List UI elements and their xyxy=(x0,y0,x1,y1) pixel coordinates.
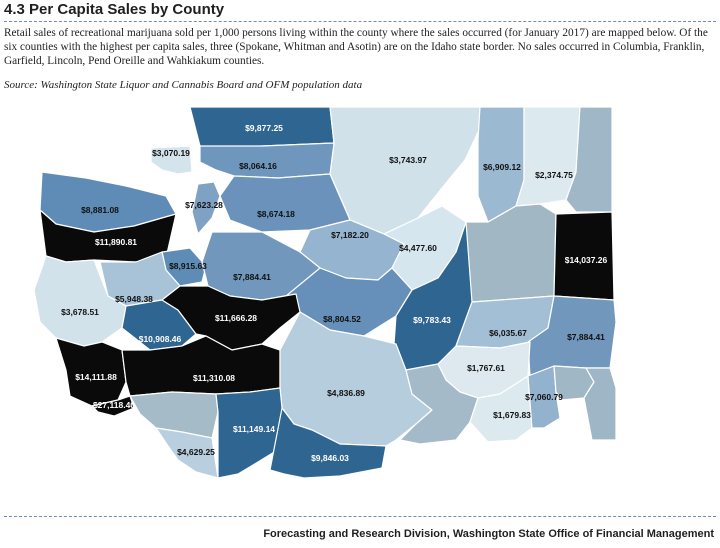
county-value-label-skamania: $11,149.14 xyxy=(233,424,275,434)
county-value-label-snohomish: $8,674.18 xyxy=(257,209,295,219)
county-value-label-columbia: $7,060.79 xyxy=(525,392,563,402)
county-lincoln xyxy=(459,203,557,303)
footer-credit: Forecasting and Research Division, Washi… xyxy=(263,528,714,540)
county-shapes xyxy=(33,106,617,479)
county-value-label-spokane: $14,037.26 xyxy=(565,255,608,265)
county-value-label-chelan: $7,182.20 xyxy=(331,230,369,240)
county-labels: $9,877.25 $3,070.19 $3,743.97 $6,909.12 $2,3… xyxy=(61,123,607,463)
county-value-label-pierce: $11,666.28 xyxy=(215,313,257,323)
header-divider xyxy=(4,21,716,22)
county-island xyxy=(191,181,221,235)
county-snohomish xyxy=(219,173,351,233)
county-value-label-stevens: $2,374.75 xyxy=(535,170,573,180)
county-value-label-thurston: $10,908.46 xyxy=(139,334,182,344)
county-value-label-mason: $5,948.38 xyxy=(115,294,153,304)
county-value-label-jefferson: $11,890.81 xyxy=(95,237,137,247)
county-value-label-san-juan: $3,070.19 xyxy=(152,148,190,158)
county-value-label-wahkiakum: $27,118.40 xyxy=(93,400,135,410)
county-pierce xyxy=(161,285,301,351)
county-value-label-walla-walla: $1,679.83 xyxy=(493,410,531,420)
county-value-label-franklin: $1,767.61 xyxy=(467,363,505,373)
county-value-label-okanogan: $3,743.97 xyxy=(389,155,427,165)
county-okanogan xyxy=(329,106,481,235)
source-note: Source: Washington State Liquor and Cann… xyxy=(4,79,363,91)
county-grays-harbor xyxy=(33,255,127,347)
county-value-label-grays-harbor: $3,678.51 xyxy=(61,307,99,317)
county-pend-oreille xyxy=(565,106,613,213)
county-klickitat xyxy=(269,407,387,479)
county-value-label-kitsap: $8,915.63 xyxy=(169,261,207,271)
county-value-label-grant: $9,783.43 xyxy=(413,315,451,325)
county-value-label-adams: $6,035.67 xyxy=(489,328,527,338)
county-value-label-island: $7,623.28 xyxy=(185,200,223,210)
county-value-label-skagit: $8,064.16 xyxy=(239,161,277,171)
county-wahkiakum xyxy=(91,395,135,417)
county-value-label-whitman: $7,884.41 xyxy=(567,332,605,342)
county-value-label-douglas: $4,477.60 xyxy=(399,243,437,253)
county-value-label-yakima: $4,836.89 xyxy=(327,388,365,398)
county-pacific xyxy=(55,337,127,407)
county-asotin xyxy=(583,367,617,441)
page-title: 4.3 Per Capita Sales by County xyxy=(4,1,225,18)
county-value-label-whatcom: $9,877.25 xyxy=(245,123,283,133)
county-value-label-ferry: $6,909.12 xyxy=(483,162,521,172)
county-walla-walla xyxy=(469,375,533,443)
footer-divider xyxy=(4,516,716,517)
county-benton xyxy=(399,363,479,445)
county-value-label-pacific: $14,111.88 xyxy=(75,372,117,382)
county-value-label-klickitat: $9,846.03 xyxy=(311,453,349,463)
map-description: Retail sales of recreational marijuana s… xyxy=(4,27,708,67)
county-value-label-lewis: $11,310.08 xyxy=(193,373,235,383)
county-clark xyxy=(155,427,219,479)
county-value-label-clark: $4,629.25 xyxy=(177,447,215,457)
county-value-label-kittitas: $8,804.52 xyxy=(323,314,361,324)
county-value-label-clallam: $8,881.08 xyxy=(81,205,119,215)
county-san-juan xyxy=(150,145,193,175)
county-value-label-king: $7,884.41 xyxy=(233,272,271,282)
